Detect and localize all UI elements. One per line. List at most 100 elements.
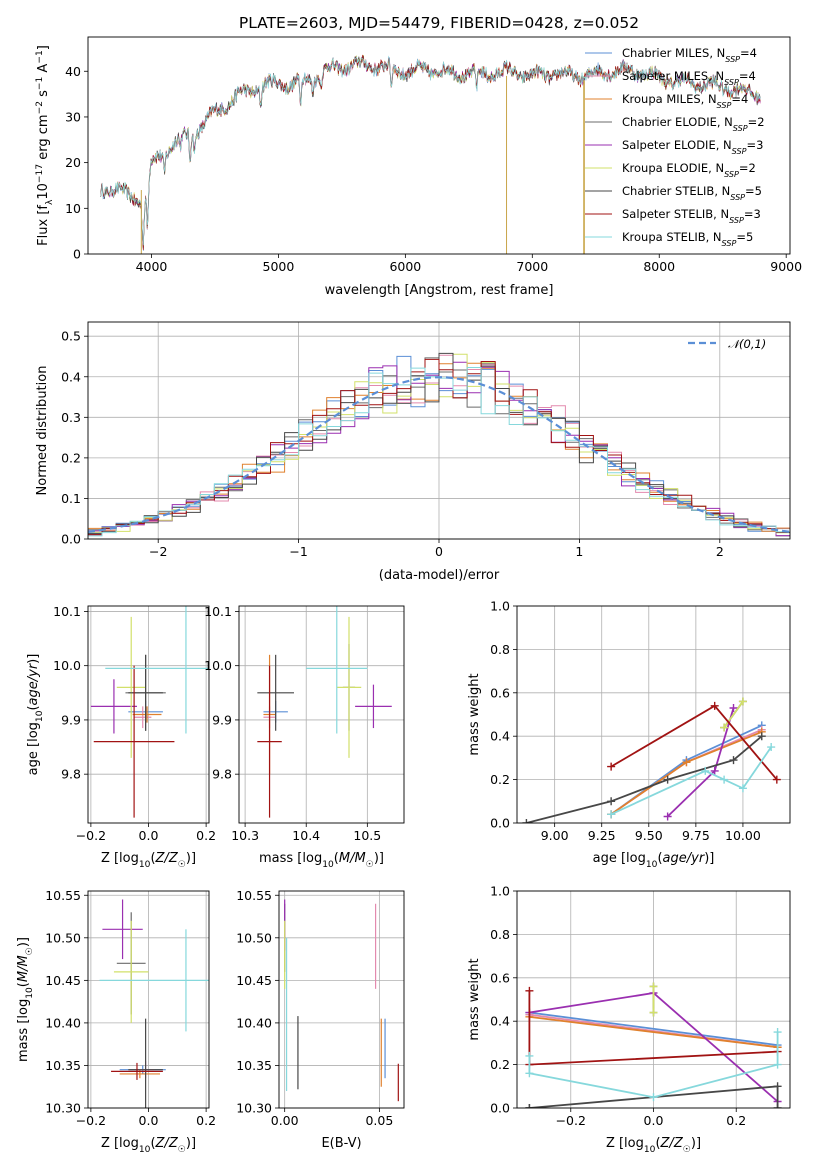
weight-marker	[773, 1104, 782, 1108]
y-tick-label: 0.4	[490, 1014, 510, 1029]
y-axis-label: mass weight	[467, 958, 482, 1040]
weight-marker	[522, 819, 531, 823]
panel-ebv_mass: 0.00 0.05 10.30 10.35 10.40 10.45 10.50 10.55	[236, 888, 405, 1128]
weight-marker	[525, 1051, 534, 1060]
x-tick-label: 8000	[643, 259, 675, 274]
y-tick-label: 10.35	[45, 1058, 81, 1073]
axes-frame	[87, 321, 791, 540]
spectrum-line	[100, 55, 761, 246]
y-tick-label: 10.0	[53, 658, 81, 673]
weight-marker	[767, 743, 776, 752]
y-tick-label: 0.0	[61, 532, 81, 547]
x-axis-label: age [log10(age/yr)]	[593, 851, 715, 870]
x-tick-label: 6000	[389, 259, 421, 274]
x-tick-label: −0.2	[76, 828, 106, 843]
legend-entry: Salpeter ELODIE, NSSP=3	[622, 138, 763, 156]
x-tick-label: 0.00	[271, 1113, 299, 1128]
y-axis-label: age [log10(age/yr)]	[26, 654, 45, 776]
y-tick-label: 10.40	[45, 1015, 81, 1030]
legend-entry: Kroupa MILES, NSSP=4	[622, 92, 748, 110]
y-tick-label: 9.8	[61, 767, 81, 782]
y-tick-label: 0.1	[61, 491, 81, 506]
weight-line	[529, 1011, 778, 1046]
weight-marker	[607, 810, 616, 819]
legend-entry: 𝒩(0,1)	[728, 337, 766, 351]
y-tick-label: 10.45	[45, 973, 81, 988]
legend-entry: Kroupa STELIB, NSSP=5	[622, 230, 753, 248]
weight-marker	[525, 1104, 534, 1108]
x-tick-label: 9.75	[682, 828, 710, 843]
axes-frame	[278, 890, 405, 1109]
weight-marker	[710, 701, 719, 710]
plot-area	[88, 352, 790, 537]
panel-z_age: −0.2 0.0 0.2 9.8 9.9 10.0 10.1	[53, 604, 216, 843]
x-tick-label: −2	[149, 544, 167, 559]
histogram-step	[88, 358, 790, 536]
y-tick-label: 0.2	[490, 772, 510, 787]
weight-marker	[525, 1069, 534, 1078]
legend-entry: Chabrier STELIB, NSSP=5	[622, 184, 762, 202]
weight-marker	[663, 812, 672, 821]
x-tick-label: −1	[289, 544, 307, 559]
x-tick-label: 10.5	[353, 828, 381, 843]
y-tick-label: 10	[65, 201, 81, 216]
y-tick-label: 10.30	[236, 1101, 272, 1116]
x-tick-label: 9.25	[588, 828, 616, 843]
weight-marker	[701, 766, 710, 775]
weight-marker	[607, 762, 616, 771]
plot-area	[99, 899, 209, 1108]
plot-area	[525, 982, 782, 1108]
y-tick-label: 0.2	[61, 450, 81, 465]
x-tick-label: 4000	[136, 259, 168, 274]
legend-entry: Chabrier MILES, NSSP=4	[622, 46, 757, 64]
axes-frame	[87, 36, 791, 255]
y-tick-label: 1.0	[490, 599, 510, 614]
y-tick-label: 0.6	[490, 970, 510, 985]
axes-frame	[87, 605, 210, 824]
y-tick-label: 10.50	[236, 930, 272, 945]
axes-frame	[516, 890, 791, 1109]
panel-age_weight: 9.00 9.25 9.50 9.75 10.00 0.0 0.2 0.4 0.6 0.8 1.0	[490, 599, 791, 843]
weight-line	[723, 700, 744, 729]
weight-marker	[729, 703, 738, 712]
weight-line	[610, 728, 763, 816]
weight-marker	[649, 1008, 658, 1017]
y-tick-label: 9.9	[61, 712, 81, 727]
y-axis-label: Normed distribution	[35, 366, 50, 496]
x-axis-label: (data-model)/error	[379, 568, 500, 583]
y-tick-label: 10.55	[236, 888, 272, 903]
x-axis-label: Z [log10(Z/Z☉)]	[101, 851, 196, 870]
x-axis-label: Z [log10(Z/Z☉)]	[606, 1136, 701, 1155]
y-tick-label: 0.0	[490, 1101, 510, 1116]
y-axis-label: Flux [fλ10−17 erg cm−2 s−1 A−1]	[35, 45, 55, 246]
x-tick-label: 0	[435, 544, 443, 559]
x-axis-label: wavelength [Angstrom, rest frame]	[325, 283, 554, 298]
x-tick-label: 5000	[263, 259, 295, 274]
y-tick-label: 9.9	[212, 712, 232, 727]
y-tick-label: 10.55	[45, 888, 81, 903]
weight-marker	[720, 775, 729, 784]
weight-marker	[682, 758, 691, 767]
x-tick-label: 10.3	[231, 828, 259, 843]
y-tick-label: 40	[65, 64, 81, 79]
axes-frame	[87, 890, 210, 1109]
weight-marker	[649, 982, 658, 991]
normal-reference-curve	[88, 376, 790, 533]
plot-area	[100, 54, 761, 254]
y-axis-label: mass [log10(M/M☉)]	[16, 937, 35, 1062]
panel-z_weight: −0.2 0.0 0.2 0.0 0.2 0.4 0.6 0.8 1.0	[490, 884, 791, 1128]
weight-marker	[720, 723, 729, 732]
weight-marker	[772, 775, 781, 784]
weight-line	[529, 1016, 778, 1049]
weight-marker	[757, 732, 766, 741]
y-tick-label: 10.30	[45, 1101, 81, 1116]
x-tick-label: 7000	[516, 259, 548, 274]
x-tick-label: 0.0	[139, 828, 159, 843]
x-tick-label: 2	[716, 544, 724, 559]
weight-line	[610, 704, 778, 781]
y-tick-label: 0.8	[490, 927, 510, 942]
x-axis-label: mass [log10(M/M☉)]	[259, 851, 384, 870]
panel-residuals: −2 −1 0 1 2 0.0 0.1 0.2 0.3 0.4 0.5	[61, 321, 791, 559]
y-tick-label: 0.0	[490, 816, 510, 831]
